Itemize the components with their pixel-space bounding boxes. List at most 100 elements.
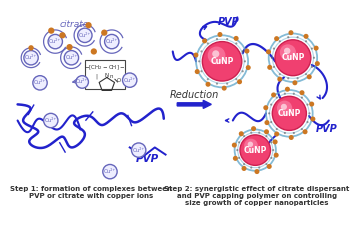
Circle shape bbox=[251, 126, 256, 131]
Circle shape bbox=[234, 36, 239, 41]
Text: CuNP: CuNP bbox=[278, 109, 301, 118]
Circle shape bbox=[276, 128, 278, 130]
Circle shape bbox=[238, 141, 240, 144]
Circle shape bbox=[255, 169, 260, 174]
Text: CuNP: CuNP bbox=[210, 57, 234, 66]
Circle shape bbox=[243, 163, 245, 165]
Circle shape bbox=[306, 121, 309, 123]
Circle shape bbox=[195, 69, 200, 74]
Circle shape bbox=[217, 32, 222, 37]
Circle shape bbox=[258, 166, 260, 169]
Bar bbox=[85, 60, 125, 89]
Text: Cu²⁺: Cu²⁺ bbox=[79, 33, 91, 38]
Text: Step 1: formation of complexes between
PVP or citrate with copper ions: Step 1: formation of complexes between P… bbox=[10, 186, 172, 199]
Circle shape bbox=[48, 34, 62, 49]
Circle shape bbox=[201, 70, 203, 72]
Circle shape bbox=[273, 139, 278, 144]
Circle shape bbox=[287, 36, 289, 38]
Circle shape bbox=[105, 34, 119, 49]
Circle shape bbox=[242, 50, 244, 52]
Circle shape bbox=[292, 80, 297, 85]
Circle shape bbox=[193, 52, 198, 58]
Circle shape bbox=[44, 113, 58, 128]
Circle shape bbox=[236, 149, 238, 151]
Circle shape bbox=[103, 164, 117, 179]
Circle shape bbox=[279, 73, 281, 75]
Circle shape bbox=[244, 60, 246, 62]
Circle shape bbox=[311, 66, 313, 68]
Circle shape bbox=[315, 61, 320, 66]
Circle shape bbox=[281, 104, 287, 110]
Circle shape bbox=[239, 131, 244, 136]
Circle shape bbox=[270, 121, 272, 123]
Circle shape bbox=[314, 46, 319, 51]
Text: N: N bbox=[105, 73, 109, 78]
Circle shape bbox=[265, 120, 270, 125]
Text: $\mathregular{|}$       n: $\mathregular{|}$ n bbox=[95, 72, 114, 81]
Text: Cu²⁺: Cu²⁺ bbox=[34, 80, 46, 85]
Circle shape bbox=[274, 153, 279, 158]
Circle shape bbox=[198, 60, 200, 62]
Circle shape bbox=[240, 135, 270, 165]
Circle shape bbox=[91, 48, 97, 54]
Circle shape bbox=[305, 73, 307, 75]
Circle shape bbox=[235, 42, 237, 44]
Circle shape bbox=[131, 143, 146, 157]
Circle shape bbox=[267, 65, 272, 70]
Circle shape bbox=[101, 30, 107, 36]
Circle shape bbox=[250, 166, 252, 169]
Circle shape bbox=[265, 163, 267, 165]
Circle shape bbox=[85, 22, 92, 28]
Circle shape bbox=[268, 112, 270, 114]
Circle shape bbox=[270, 104, 272, 106]
Text: PVP: PVP bbox=[316, 124, 338, 134]
Circle shape bbox=[301, 96, 303, 99]
Circle shape bbox=[276, 96, 278, 99]
Circle shape bbox=[64, 50, 78, 65]
Text: Cu²⁺: Cu²⁺ bbox=[123, 78, 136, 83]
Circle shape bbox=[232, 142, 237, 148]
Text: Cu²⁺: Cu²⁺ bbox=[45, 118, 57, 123]
Circle shape bbox=[288, 30, 293, 35]
Circle shape bbox=[76, 76, 89, 88]
Circle shape bbox=[275, 40, 311, 76]
Circle shape bbox=[66, 44, 73, 50]
Circle shape bbox=[310, 116, 315, 121]
Circle shape bbox=[242, 166, 247, 171]
Text: Reduction: Reduction bbox=[170, 90, 219, 101]
Circle shape bbox=[274, 36, 279, 41]
Circle shape bbox=[207, 42, 209, 44]
Circle shape bbox=[270, 157, 273, 159]
Circle shape bbox=[270, 141, 273, 144]
Circle shape bbox=[258, 132, 260, 134]
Circle shape bbox=[48, 28, 54, 34]
Text: Cu²⁺: Cu²⁺ bbox=[49, 39, 62, 44]
Circle shape bbox=[300, 90, 305, 95]
Circle shape bbox=[222, 86, 227, 91]
Circle shape bbox=[235, 78, 237, 80]
Circle shape bbox=[285, 87, 290, 92]
Circle shape bbox=[246, 65, 251, 70]
Circle shape bbox=[208, 46, 225, 64]
Circle shape bbox=[305, 40, 307, 42]
Text: O: O bbox=[116, 78, 121, 83]
Circle shape bbox=[207, 78, 209, 80]
Circle shape bbox=[78, 28, 92, 42]
Circle shape bbox=[274, 132, 279, 136]
Circle shape bbox=[237, 79, 242, 84]
Text: PVP: PVP bbox=[217, 17, 239, 27]
Circle shape bbox=[277, 77, 282, 82]
Circle shape bbox=[280, 44, 296, 60]
Circle shape bbox=[263, 105, 268, 110]
Circle shape bbox=[273, 48, 275, 50]
Circle shape bbox=[289, 135, 294, 140]
Circle shape bbox=[284, 48, 291, 54]
Circle shape bbox=[226, 82, 228, 85]
Circle shape bbox=[244, 139, 258, 152]
Text: Cu²⁺: Cu²⁺ bbox=[76, 80, 88, 84]
Circle shape bbox=[243, 135, 245, 137]
Circle shape bbox=[302, 129, 307, 134]
Circle shape bbox=[248, 142, 253, 147]
Text: Cu²⁺: Cu²⁺ bbox=[105, 39, 118, 44]
Circle shape bbox=[297, 36, 299, 38]
